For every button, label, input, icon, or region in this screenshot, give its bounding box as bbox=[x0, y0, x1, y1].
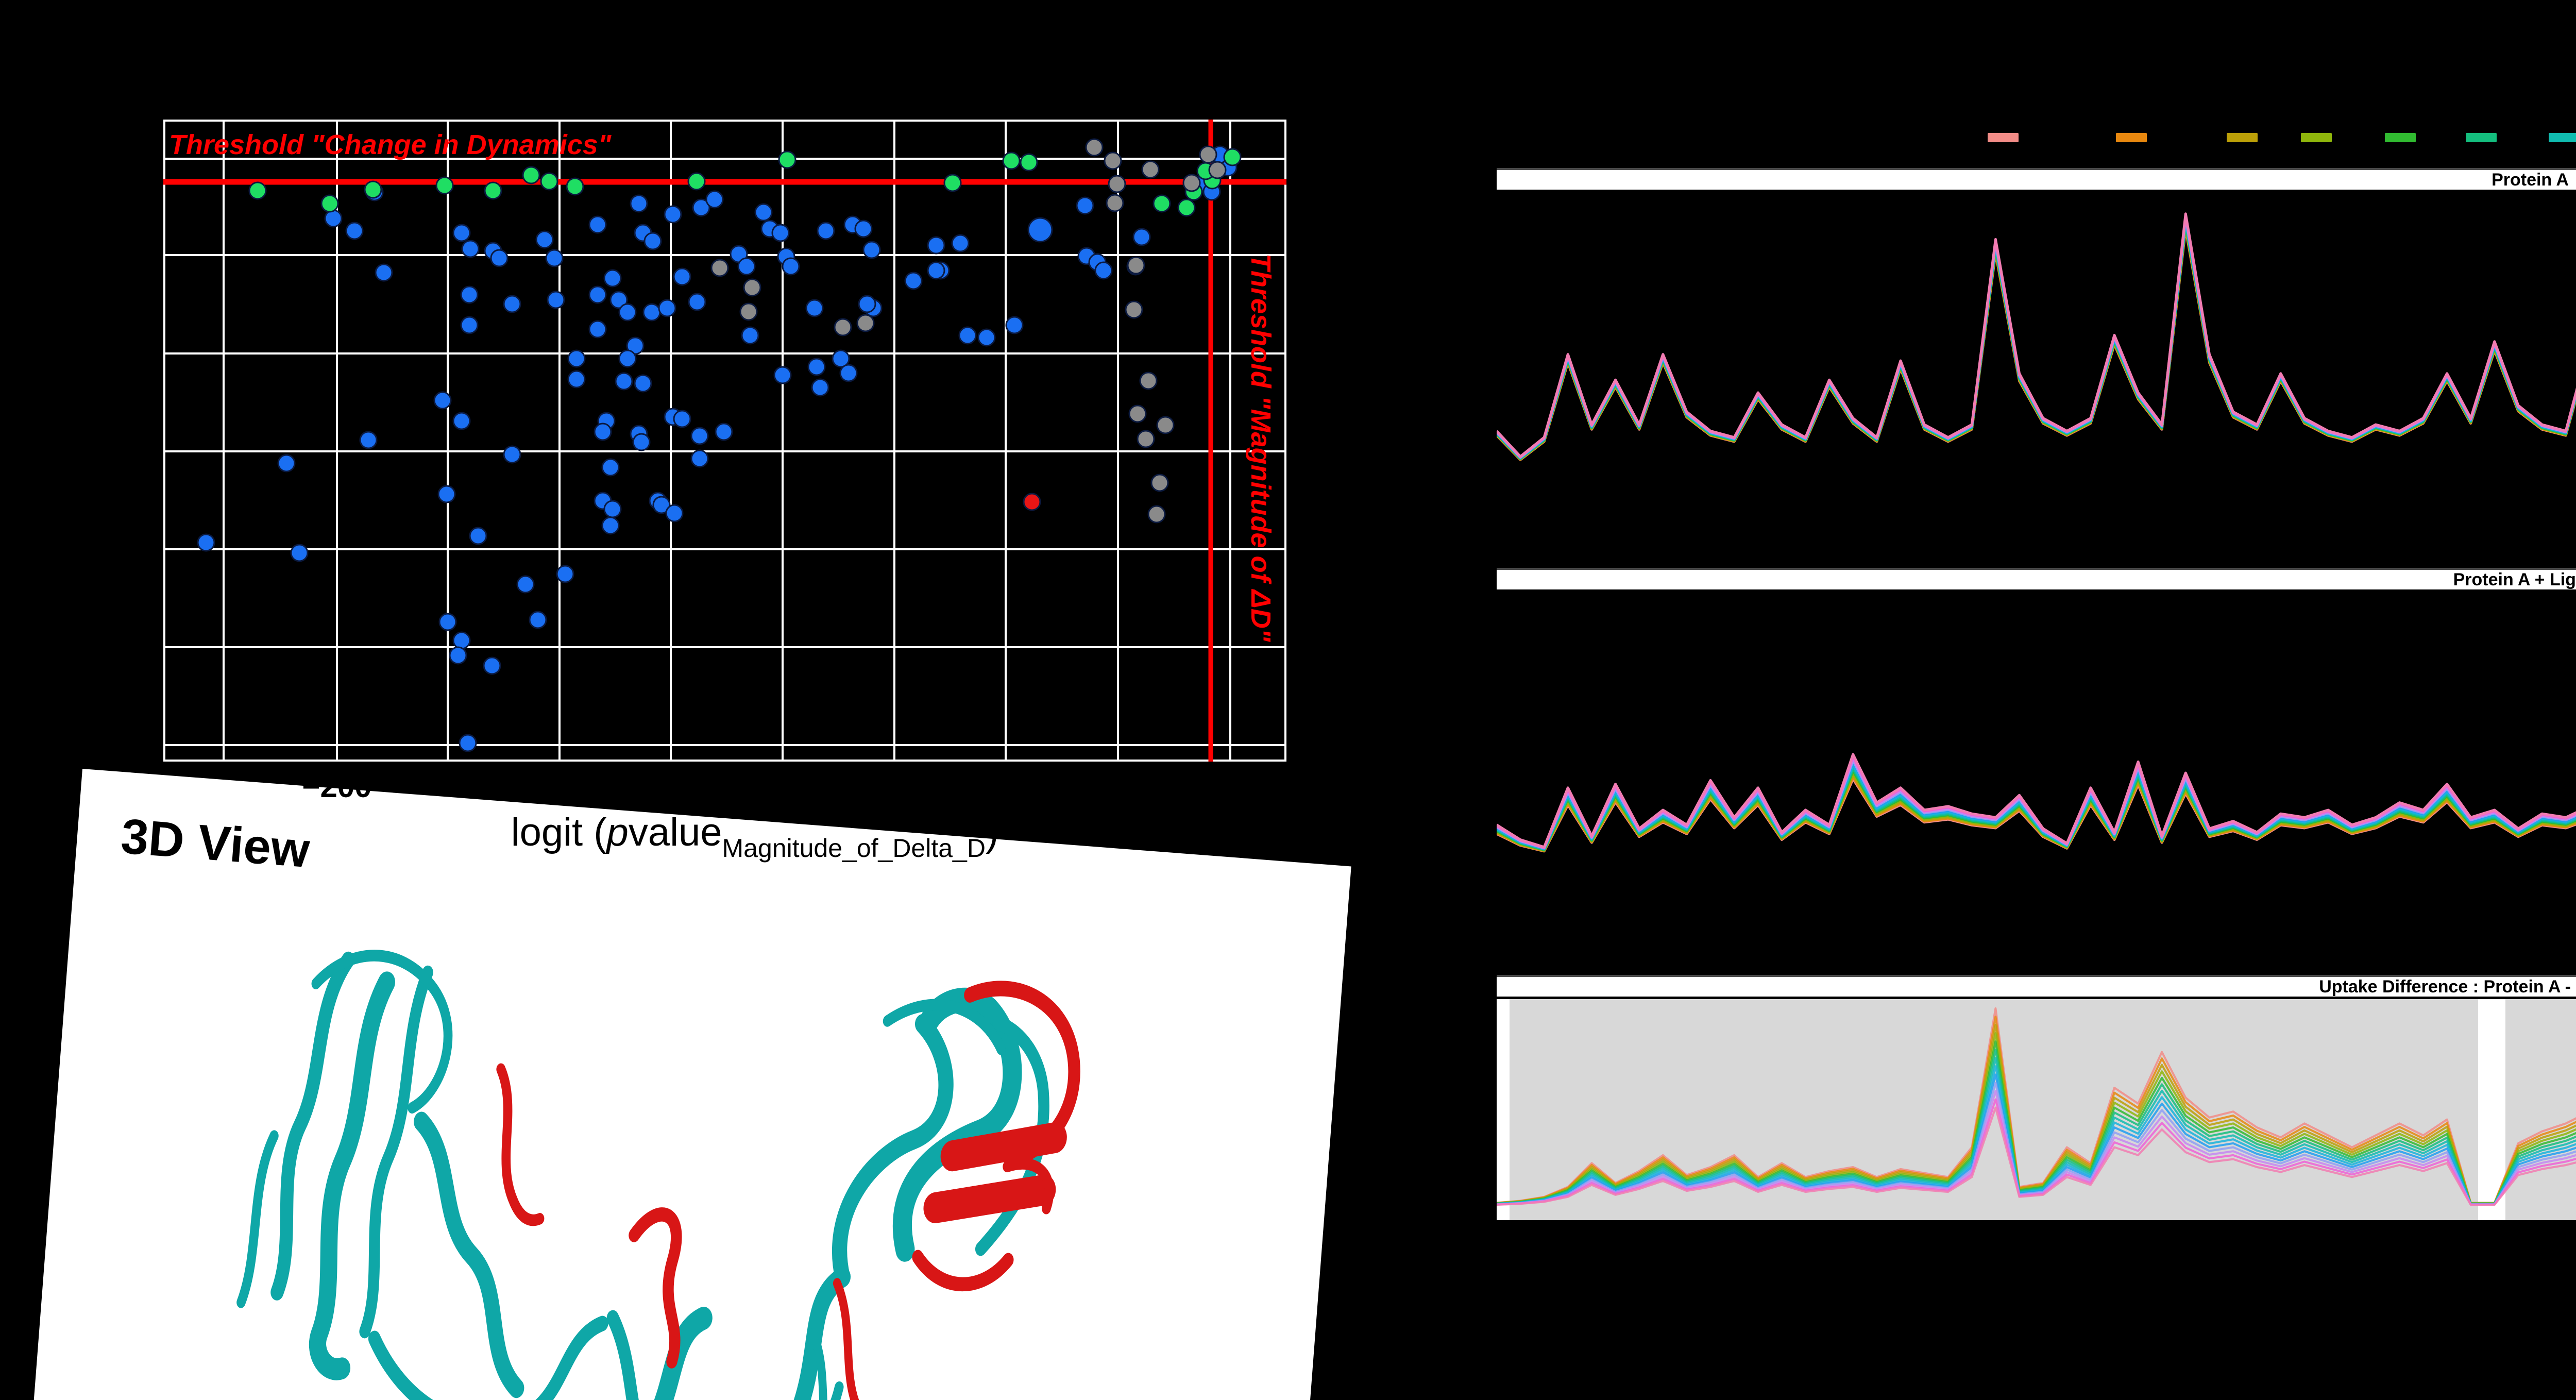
legend-item-timepoint-4[interactable] bbox=[2301, 133, 2332, 142]
volcano-points-blue bbox=[197, 145, 1238, 752]
uptake-chart-protein-a-ligand[interactable] bbox=[1497, 588, 2576, 973]
volcano-points-gray bbox=[710, 138, 1227, 524]
volcano-points-blue-large bbox=[1027, 217, 1053, 243]
volcano-xtick--200: −200 bbox=[302, 769, 372, 804]
series-line-13 bbox=[1497, 212, 2576, 458]
protein-red-highlights bbox=[496, 981, 1080, 1400]
legend-item-timepoint-3[interactable] bbox=[2227, 133, 2258, 142]
volcano-plot-canvas[interactable] bbox=[163, 120, 1286, 762]
series-line-2 bbox=[1497, 775, 2576, 852]
legend-item-timepoint-2[interactable] bbox=[2116, 133, 2147, 142]
series-line-4 bbox=[1497, 1032, 2576, 1205]
volcano-points-red bbox=[1023, 493, 1041, 511]
panel-title-uptake-difference: Uptake Difference : Protein A - (Protein… bbox=[2319, 977, 2576, 997]
legend-item-timepoint-6[interactable] bbox=[2466, 133, 2497, 142]
series-line-7 bbox=[1497, 1057, 2576, 1205]
series-line-13 bbox=[1497, 753, 2576, 849]
volcano-points-green bbox=[248, 148, 1242, 217]
series-line-3 bbox=[1497, 1024, 2576, 1204]
series-line-10 bbox=[1497, 216, 2576, 459]
panel-title-strip-uptake-difference: Uptake Difference : Protein A - (Protein… bbox=[1497, 975, 2576, 999]
legend-item-timepoint-5[interactable] bbox=[2385, 133, 2416, 142]
volcano-x-axis-label: logit (pvalueMagnitude_of_Delta_D) bbox=[511, 811, 999, 863]
volcano-threshold-note-magnitude: Threshold "Magnitude of ΔD" bbox=[1245, 254, 1276, 642]
series-line-13 bbox=[1497, 1106, 2576, 1206]
shaded-region bbox=[2505, 996, 2576, 1220]
series-line-1 bbox=[1497, 1007, 2576, 1204]
protein-teal-ribbons bbox=[236, 950, 1049, 1400]
series-line-2 bbox=[1497, 1016, 2576, 1204]
uptake-difference-chart[interactable] bbox=[1497, 996, 2576, 1220]
series-line-8 bbox=[1497, 1065, 2576, 1205]
series-line-9 bbox=[1497, 1073, 2576, 1205]
legend-item-timepoint-7[interactable] bbox=[2549, 133, 2576, 142]
series-line-10 bbox=[1497, 1082, 2576, 1206]
panel-title-protein-a-ligand: Protein A + Ligand bbox=[2453, 570, 2576, 589]
series-line-11 bbox=[1497, 1090, 2576, 1206]
viewer-3d-panel[interactable]: 3D View bbox=[27, 769, 1351, 1400]
volcano-xtick--100: −100 bbox=[524, 769, 595, 804]
volcano-plot-border bbox=[163, 120, 1286, 762]
series-line-5 bbox=[1497, 1040, 2576, 1205]
series-line-1 bbox=[1497, 778, 2576, 853]
series-line-6 bbox=[1497, 1049, 2576, 1205]
series-line-12 bbox=[1497, 1098, 2576, 1206]
series-line-11 bbox=[1497, 215, 2576, 459]
uptake-chart-protein-a[interactable] bbox=[1497, 190, 2576, 566]
panel-title-protein-a: Protein A bbox=[2492, 170, 2569, 190]
series-line-12 bbox=[1497, 213, 2576, 458]
legend-item-timepoint-1[interactable] bbox=[1988, 133, 2019, 142]
panel-title-strip-protein-a-ligand: Protein A + Ligand bbox=[1497, 568, 2576, 589]
volcano-threshold-note-dynamics: Threshold "Change in Dynamics" bbox=[169, 129, 612, 160]
panel-title-strip-protein-a: Protein A bbox=[1497, 168, 2576, 190]
protein-ribbon-structure[interactable] bbox=[159, 897, 1204, 1400]
